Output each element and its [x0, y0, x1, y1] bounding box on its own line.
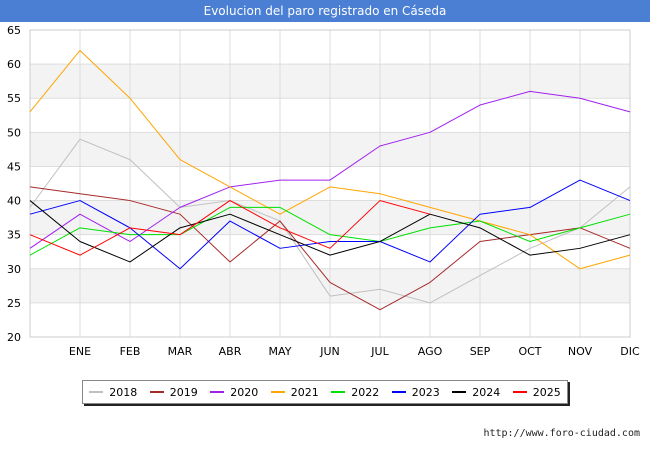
series-line-2018	[29, 138, 631, 304]
x-tick-label: OCT	[518, 345, 541, 358]
series-line-2021	[29, 49, 631, 270]
legend-item-2024: 2024	[452, 386, 500, 399]
legend-swatch	[512, 391, 527, 393]
legend-item-2020: 2020	[210, 386, 258, 399]
series-line-2025	[29, 200, 431, 256]
legend-swatch	[149, 391, 164, 393]
x-tick-label: DIC	[620, 345, 640, 358]
legend-label: 2018	[109, 385, 138, 399]
legend-label: 2020	[230, 385, 259, 399]
x-tick-label: MAY	[269, 345, 292, 358]
legend-label: 2019	[169, 385, 198, 399]
legend-swatch	[452, 391, 467, 393]
series-line-2022	[29, 206, 631, 256]
chart-title: Evolucion del paro registrado en Cáseda	[0, 0, 650, 22]
x-tick-label: SEP	[470, 345, 491, 358]
plot-border	[29, 29, 631, 338]
x-tick-label: NOV	[568, 345, 593, 358]
legend-item-2019: 2019	[149, 385, 198, 399]
x-tick-label: FEB	[120, 345, 141, 358]
x-tick-label: ABR	[219, 345, 242, 358]
y-tick-label: 40	[7, 195, 21, 208]
series-line-2020	[29, 90, 631, 249]
legend-item-2021: 2021	[270, 385, 319, 399]
chart-legend: 2018 2019 2020 2021 2022 2023 2024 2025	[82, 380, 568, 404]
legend-label: 2023	[411, 385, 440, 399]
legend-swatch	[89, 391, 104, 393]
legend-item-2022: 2022	[331, 386, 379, 399]
legend-item-2023: 2023	[391, 385, 440, 399]
x-tick-label: JUN	[319, 345, 340, 358]
y-tick-label: 50	[7, 126, 21, 139]
x-tick-label: AGO	[418, 345, 443, 358]
legend-swatch	[210, 391, 225, 393]
legend-swatch	[331, 391, 346, 393]
legend-label: 2021	[290, 385, 319, 399]
y-tick-label: 20	[7, 331, 21, 344]
x-tick-label: ENE	[69, 345, 91, 358]
y-tick-label: 35	[7, 229, 21, 242]
source-url: http://www.foro-ciudad.com	[483, 428, 640, 439]
legend-swatch	[391, 391, 406, 393]
y-tick-label: 45	[7, 160, 21, 173]
y-tick-label: 60	[7, 58, 21, 71]
y-tick-label: 55	[7, 92, 21, 105]
x-tick-label: JUL	[370, 345, 389, 358]
y-tick-label: 65	[7, 24, 21, 37]
legend-swatch	[270, 391, 285, 393]
legend-item-2025: 2025	[512, 385, 561, 399]
legend-label: 2022	[351, 385, 380, 399]
series-line-2024	[29, 200, 631, 263]
y-tick-label: 25	[7, 297, 21, 310]
legend-label: 2025	[532, 385, 561, 399]
x-tick-label: MAR	[168, 345, 193, 358]
legend-label: 2024	[472, 385, 501, 399]
legend-item-2018: 2018	[89, 386, 137, 399]
y-tick-label: 30	[7, 263, 21, 276]
